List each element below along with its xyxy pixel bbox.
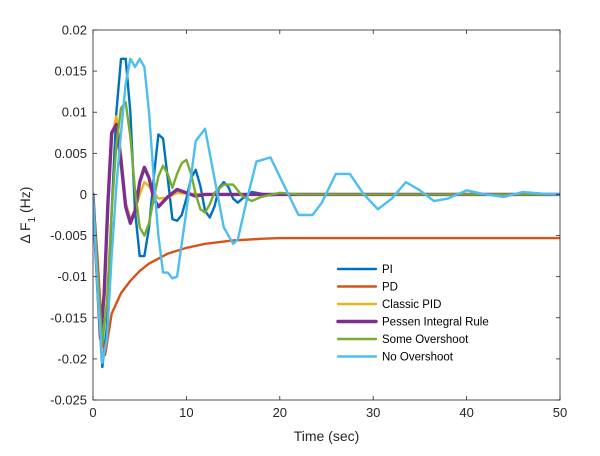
y-tick-label: 0.005 — [54, 146, 87, 161]
x-tick-label: 40 — [459, 405, 473, 420]
y-axis-label: Δ F1 (Hz) — [17, 187, 38, 244]
y-tick-label: -0.01 — [57, 269, 87, 284]
y-axis-label-main: Δ F — [17, 222, 33, 243]
series-line-some-overshoot — [93, 101, 560, 344]
ticks-layer: 0 10 20 30 40 50 -0.025 -0.02 -0.015 -0.01 -0.005 0… — [50, 23, 567, 421]
y-tick-label: -0.005 — [50, 228, 87, 243]
y-tick-label: 0.01 — [62, 105, 87, 120]
legend-label-some-overshoot: Some Overshoot — [382, 334, 469, 346]
y-tick-label: 0.015 — [54, 64, 87, 79]
legend-label-pi: PI — [382, 264, 393, 276]
x-tick-label: 30 — [366, 405, 380, 420]
y-tick-label: 0.02 — [62, 23, 87, 38]
x-axis-label: Time (sec) — [294, 428, 360, 444]
legend-label-pessen-integral-rule: Pessen Integral Rule — [382, 317, 489, 329]
y-tick-label: -0.025 — [50, 393, 87, 408]
series-line-pessen-integral-rule — [93, 122, 560, 341]
y-tick-label: -0.015 — [50, 310, 87, 325]
series-line-pd — [93, 193, 560, 356]
axes-box — [92, 29, 561, 401]
legend-items: PI PD Classic PID Pessen Integral Rule Some … — [336, 264, 489, 364]
x-tick-label: 0 — [89, 405, 96, 420]
y-axis-label-subscript: 1 — [27, 216, 38, 222]
x-tick-label: 20 — [273, 405, 287, 420]
legend-box — [333, 257, 515, 369]
x-tick-label: 10 — [179, 405, 193, 420]
legend: PI PD Classic PID Pessen Integral Rule Some … — [333, 257, 515, 369]
legend-label-classic-pid: Classic PID — [382, 299, 441, 311]
legend-label-no-overshoot: No Overshoot — [382, 352, 454, 364]
legend-label-pd: PD — [382, 282, 398, 294]
y-tick-label: 0 — [80, 187, 87, 202]
x-tick-label: 50 — [553, 405, 567, 420]
y-tick-label: -0.02 — [57, 351, 87, 366]
y-axis-label-unit: (Hz) — [17, 187, 33, 217]
series-line-no-overshoot — [93, 57, 560, 365]
series-layer — [93, 57, 560, 369]
